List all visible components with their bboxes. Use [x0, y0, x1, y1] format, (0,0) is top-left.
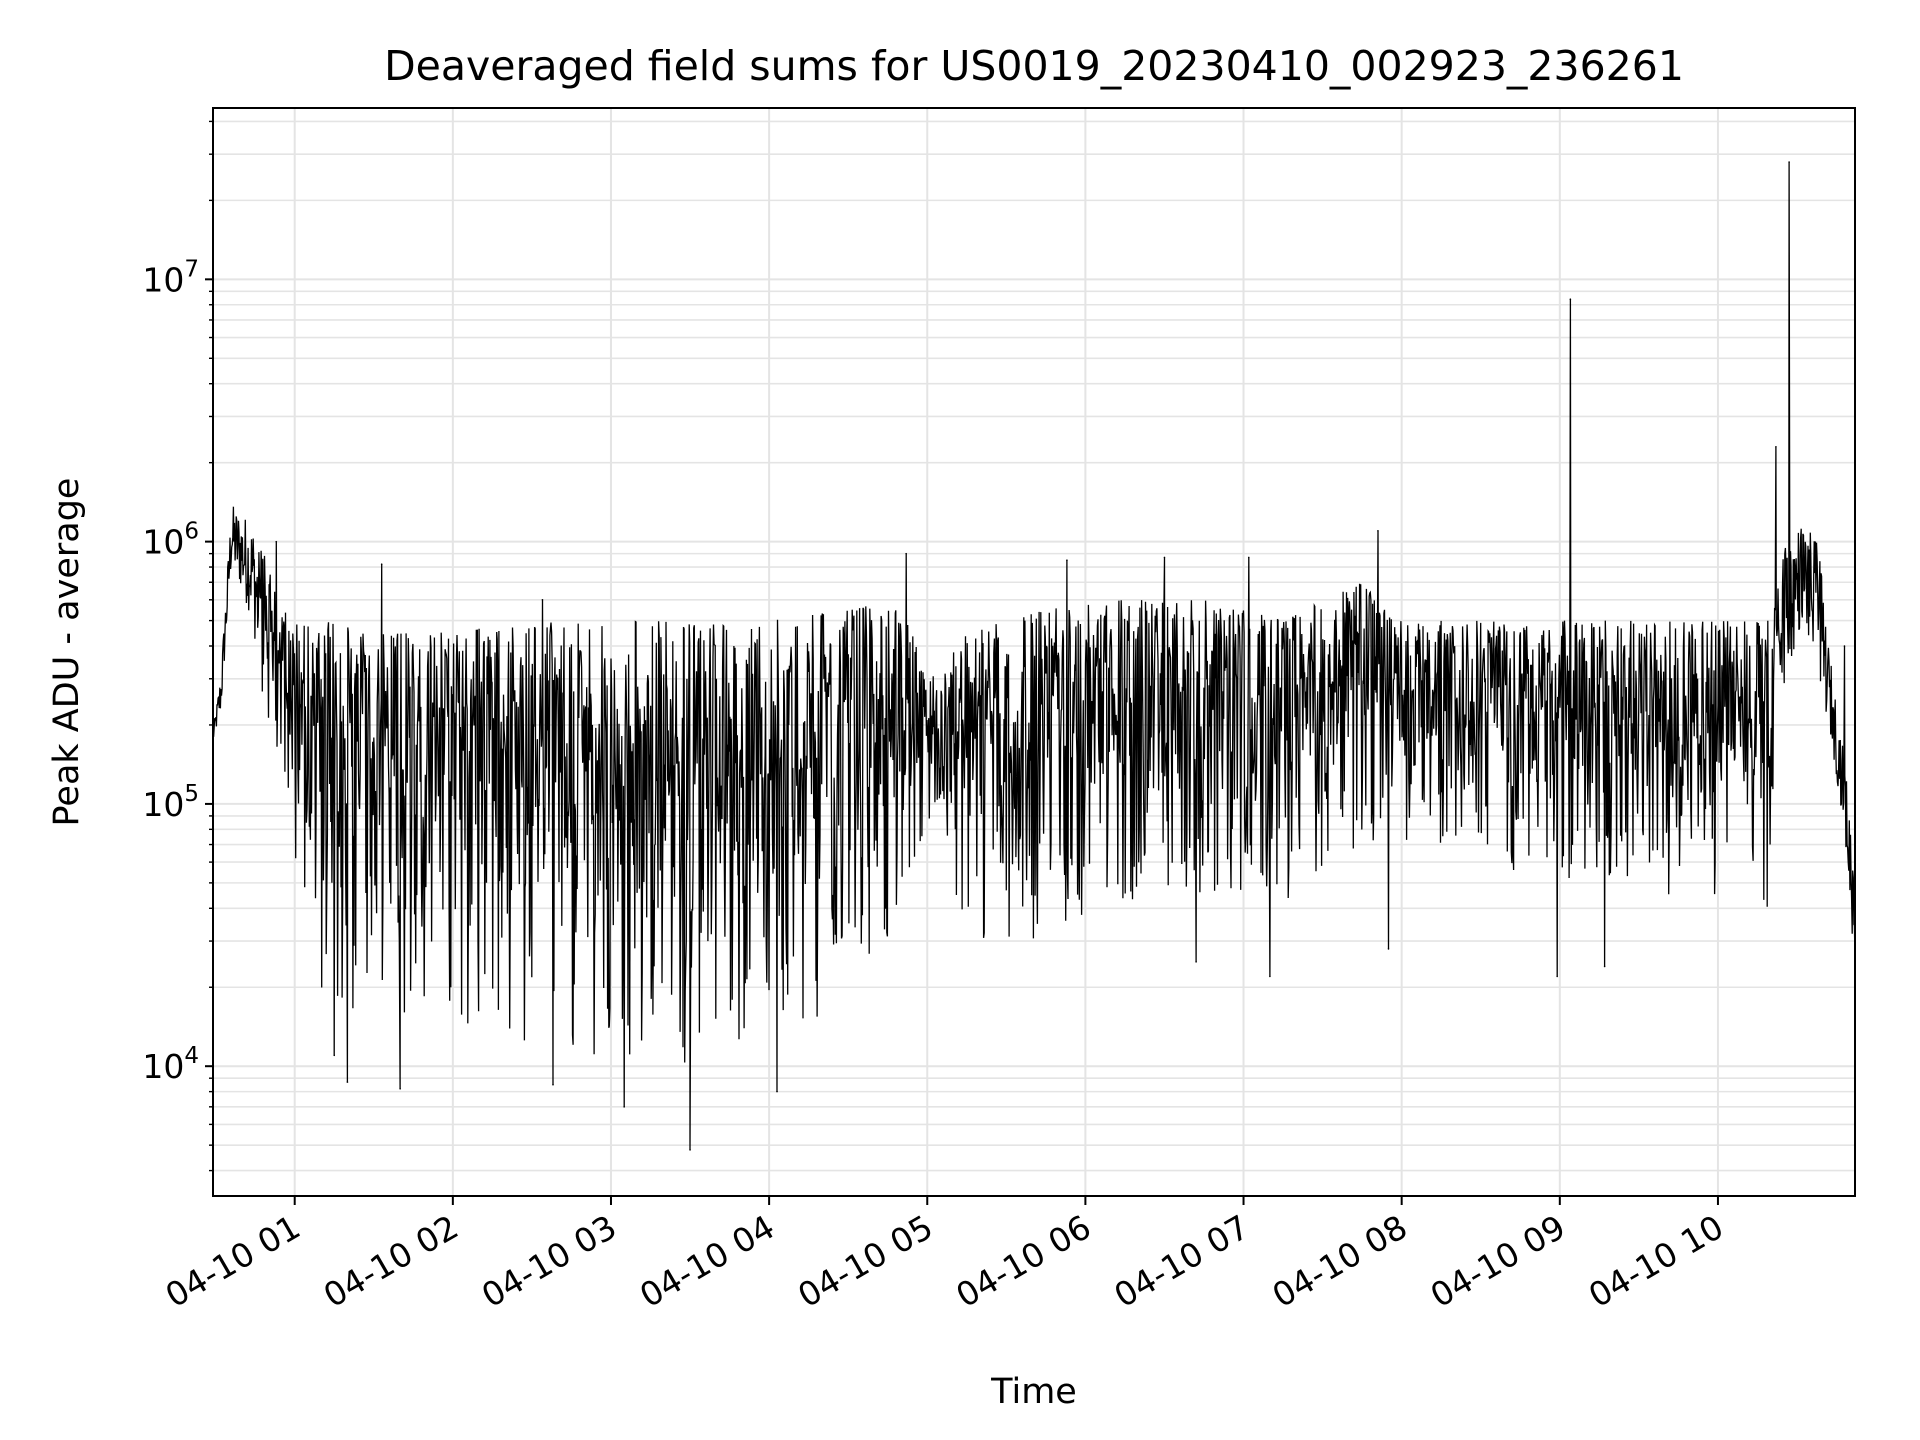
spike-point — [275, 540, 278, 543]
spike-point — [380, 563, 383, 566]
spike-point — [1843, 645, 1846, 647]
spike-point — [905, 552, 907, 555]
spike-point — [1556, 975, 1558, 978]
spike-point — [689, 1149, 691, 1151]
spike-point — [1269, 975, 1271, 978]
spike-point — [552, 1083, 554, 1086]
spike-point — [1163, 556, 1166, 559]
x-axis-label: Time — [990, 1372, 1077, 1412]
spike-point — [1775, 445, 1777, 448]
spike-point — [1195, 961, 1197, 963]
spike-point — [1248, 556, 1250, 559]
spike-point — [1066, 559, 1068, 561]
spike-point — [541, 599, 544, 601]
chart-title: Deaveraged field sums for US0019_2023041… — [384, 42, 1684, 90]
spike-point — [1603, 965, 1606, 968]
spike-point — [623, 1106, 625, 1108]
y-tick-label: 104 — [142, 1043, 199, 1086]
plot-frame — [212, 107, 1856, 1197]
series-line — [212, 161, 1856, 1150]
data-layer — [212, 161, 1856, 1151]
spike-point — [399, 1088, 401, 1090]
spike-point — [1387, 948, 1390, 950]
spike-point — [1788, 161, 1790, 163]
y-tick-label: 107 — [142, 256, 199, 299]
spike-point — [346, 1081, 349, 1083]
y-axis-label: Peak ADU - average — [47, 478, 87, 827]
spike-point — [776, 1090, 778, 1093]
y-tick-label: 105 — [142, 781, 199, 824]
spike-point — [333, 1054, 336, 1057]
spike-point — [1569, 298, 1572, 300]
y-tick-label: 106 — [142, 519, 199, 562]
spike-point — [1377, 529, 1379, 532]
